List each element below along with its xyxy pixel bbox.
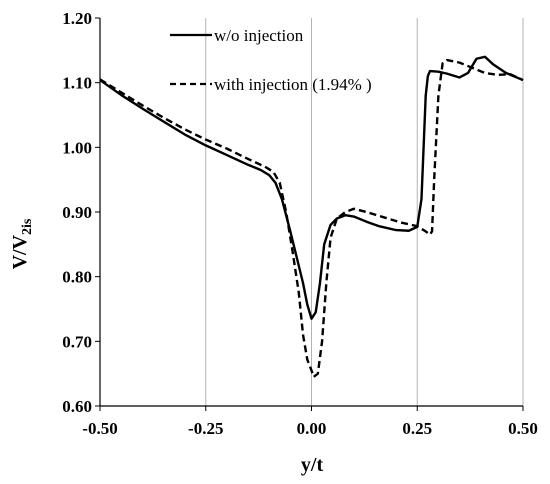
y-tick-label-2: 0.80 (62, 268, 92, 287)
x-tick-labels: -0.50 -0.25 0.00 0.25 0.50 (82, 406, 538, 438)
y-axis-title: V/V2is (9, 218, 35, 269)
x-tick-label-0: -0.50 (82, 419, 117, 438)
svg-text:V/V2is: V/V2is (9, 218, 35, 269)
y-axis-title-subscript: 2is (20, 218, 35, 235)
grid-lines (205, 18, 524, 406)
x-tick-label-1: -0.25 (188, 419, 223, 438)
y-tick-label-0: 0.60 (62, 397, 92, 416)
y-tick-label-6: 1.20 (62, 9, 92, 28)
legend-label-without-injection: w/o injection (214, 26, 304, 45)
x-axis-title: y/t (301, 454, 324, 476)
series-line-0 (99, 55, 524, 320)
y-tick-label-5: 1.10 (62, 74, 92, 93)
legend-label-with-injection: with injection (1.94% ) (214, 75, 372, 94)
y-axis-title-main: V/V (9, 234, 31, 269)
y-tick-label-3: 0.90 (62, 203, 92, 222)
x-tick-label-3: 0.25 (402, 419, 432, 438)
x-tick-label-2: 0.00 (297, 419, 327, 438)
series-layer (99, 55, 524, 379)
legend: w/o injection with injection (1.94% ) (170, 26, 372, 94)
x-tick-label-4: 0.50 (508, 419, 538, 438)
y-tick-labels: 0.60 0.70 0.80 0.90 1.00 1.10 1.20 (62, 9, 100, 416)
y-tick-label-1: 0.70 (62, 332, 92, 351)
y-tick-label-4: 1.00 (62, 138, 92, 157)
